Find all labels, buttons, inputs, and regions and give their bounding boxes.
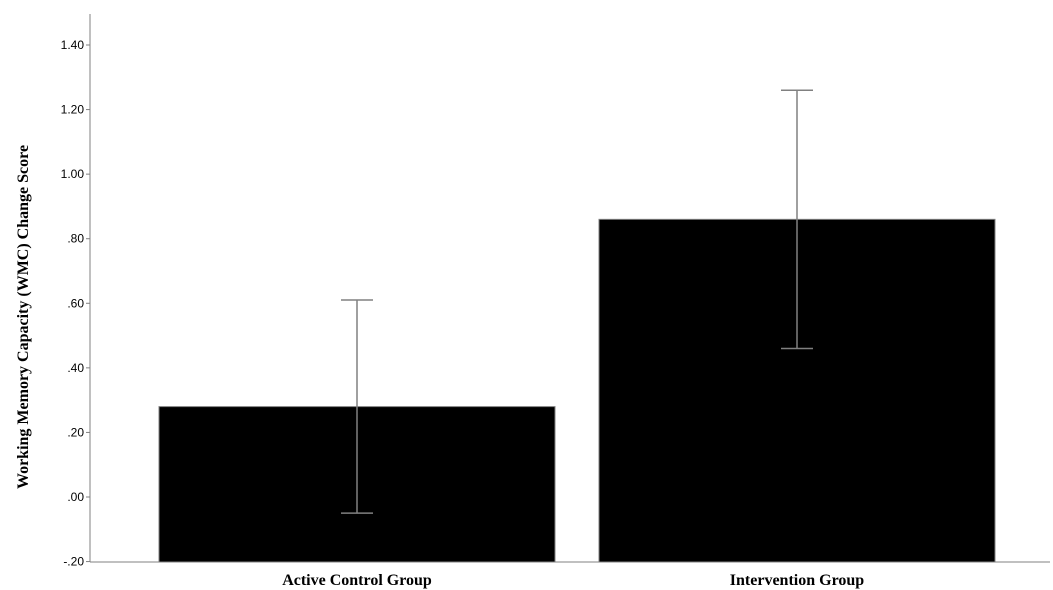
y-axis-title: Working Memory Capacity (WMC) Change Sco… (15, 145, 32, 489)
y-tick-label: -.20 (63, 555, 84, 569)
y-tick-label: 1.40 (61, 38, 85, 52)
category-label: Active Control Group (282, 572, 432, 589)
y-tick-label: 1.00 (61, 167, 85, 181)
y-tick-label: .80 (67, 232, 84, 246)
bars (158, 218, 996, 563)
y-tick-label: .00 (67, 490, 84, 504)
y-tick-label: .60 (67, 296, 84, 310)
category-label: Intervention Group (730, 572, 864, 589)
y-tick-label: .20 (67, 425, 84, 439)
y-tick-label: 1.20 (61, 103, 85, 117)
y-ticks: -.20 .00 .20 .40 .60 .80 1.00 1.20 1.40 (61, 38, 90, 569)
category-labels: Active Control Group Intervention Group (282, 572, 864, 589)
y-tick-label: .40 (67, 361, 84, 375)
error-bars (341, 89, 813, 514)
